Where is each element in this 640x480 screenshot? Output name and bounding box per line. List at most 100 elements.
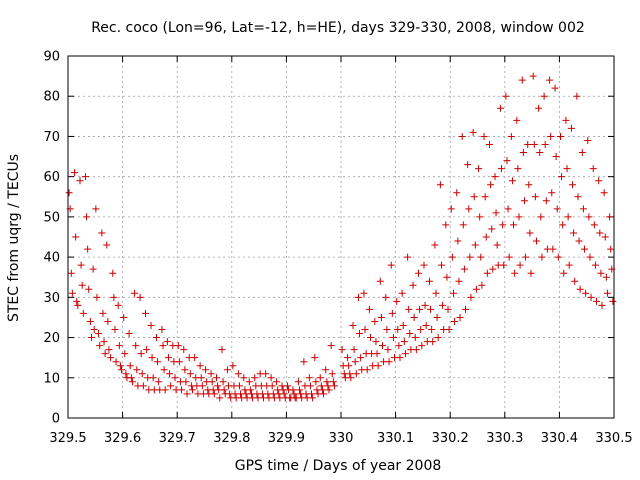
data-point: [305, 374, 313, 382]
data-point: [567, 124, 575, 132]
data-point: [234, 370, 242, 378]
data-point: [439, 301, 447, 309]
data-point: [81, 173, 89, 181]
data-point: [161, 386, 169, 394]
data-point: [317, 382, 325, 390]
data-point: [546, 76, 554, 84]
data-point: [444, 305, 452, 313]
data-point: [492, 209, 500, 217]
data-point: [433, 313, 441, 321]
data-point: [73, 297, 81, 305]
data-point: [346, 370, 354, 378]
data-point: [382, 293, 390, 301]
data-point: [489, 265, 497, 273]
data-point: [107, 354, 115, 362]
data-point: [421, 301, 429, 309]
data-point: [481, 193, 489, 201]
data-point: [294, 378, 302, 386]
data-point: [92, 205, 100, 213]
data-point: [132, 342, 140, 350]
data-point: [395, 342, 403, 350]
data-point: [127, 374, 135, 382]
data-point: [532, 237, 540, 245]
data-point: [338, 346, 346, 354]
data-point: [514, 165, 522, 173]
data-point: [559, 221, 567, 229]
data-point: [586, 253, 594, 261]
data-point: [558, 173, 566, 181]
x-tick-label: 330.3: [486, 431, 523, 446]
y-tick-label: 70: [43, 130, 60, 145]
data-point: [308, 390, 316, 398]
data-point: [601, 233, 609, 241]
data-point: [551, 84, 559, 92]
data-point: [68, 289, 76, 297]
data-point: [103, 241, 111, 249]
data-point: [352, 370, 360, 378]
data-point: [399, 321, 407, 329]
y-tick-label: 80: [43, 90, 60, 105]
data-point: [564, 213, 572, 221]
data-point: [467, 293, 475, 301]
data-point: [377, 313, 385, 321]
data-point: [167, 382, 175, 390]
data-point: [388, 309, 396, 317]
data-point: [178, 386, 186, 394]
y-tick-label: 20: [43, 331, 60, 346]
data-point: [525, 181, 533, 189]
data-point: [504, 205, 512, 213]
data-point: [328, 370, 336, 378]
data-point: [296, 386, 304, 394]
data-point: [537, 213, 545, 221]
data-point: [422, 321, 430, 329]
data-point: [268, 382, 276, 390]
y-tick-label: 90: [43, 50, 60, 65]
data-point: [89, 265, 97, 273]
data-point: [603, 289, 611, 297]
data-point: [431, 241, 439, 249]
data-point: [412, 346, 420, 354]
data-point: [280, 390, 288, 398]
data-point: [458, 132, 466, 140]
data-point: [152, 334, 160, 342]
data-point: [442, 221, 450, 229]
data-point: [122, 370, 130, 378]
data-point: [109, 269, 117, 277]
plot-frame: [67, 55, 615, 419]
data-point: [99, 309, 107, 317]
data-point: [482, 233, 490, 241]
data-point: [311, 354, 319, 362]
data-point: [478, 281, 486, 289]
data-point: [320, 390, 328, 398]
data-point: [417, 326, 425, 334]
data-point: [522, 253, 530, 261]
tick-labels: 329.5 329.6 329.7 329.8 329.9 330 330.1 330.2 33…: [43, 50, 632, 447]
data-point: [318, 386, 326, 394]
data-point: [350, 346, 358, 354]
data-point: [396, 354, 404, 362]
data-point: [181, 366, 189, 374]
data-point: [420, 261, 428, 269]
data-point: [324, 382, 332, 390]
data-point: [609, 297, 617, 305]
data-point: [251, 374, 259, 382]
data-point: [133, 366, 141, 374]
data-point: [245, 378, 253, 386]
data-point: [136, 293, 144, 301]
data-point: [383, 326, 391, 334]
data-point: [560, 269, 568, 277]
data-point: [401, 350, 409, 358]
data-point: [606, 213, 614, 221]
data-point: [443, 273, 451, 281]
data-point: [475, 165, 483, 173]
data-point: [131, 289, 139, 297]
data-point: [76, 177, 84, 185]
data-point: [126, 362, 134, 370]
data-point: [562, 116, 570, 124]
data-point: [503, 157, 511, 165]
data-point: [202, 366, 210, 374]
data-point: [363, 366, 371, 374]
data-point: [591, 261, 599, 269]
data-point: [116, 362, 124, 370]
data-point: [385, 358, 393, 366]
